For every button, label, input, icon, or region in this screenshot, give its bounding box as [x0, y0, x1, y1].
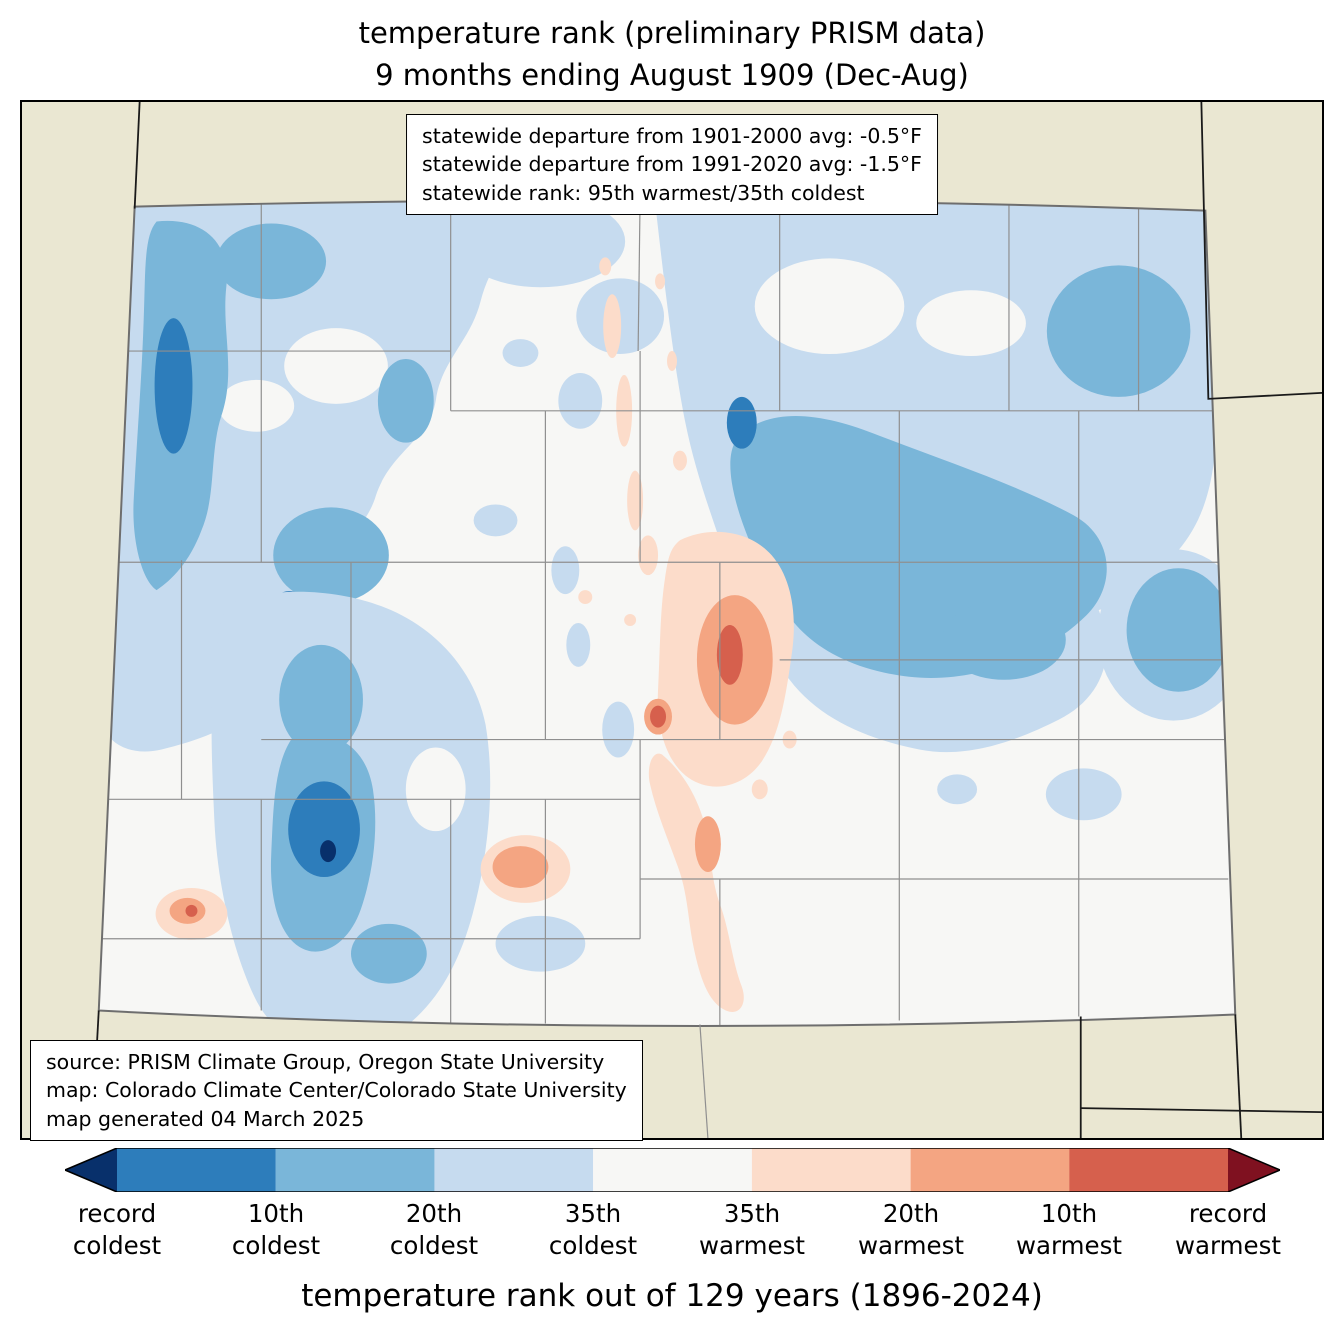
figure-title: temperature rank (preliminary PRISM data… — [0, 12, 1344, 96]
colorbar-label-35th-coldest: 35th coldest — [548, 1199, 638, 1260]
title-line-1: temperature rank (preliminary PRISM data… — [358, 16, 986, 50]
new-mexico-county-line — [699, 1024, 709, 1138]
statewide-stats-box: statewide departure from 1901-2000 avg: … — [406, 114, 938, 215]
source-line-3: map generated 04 March 2025 — [46, 1106, 365, 1131]
source-line-1: source: PRISM Climate Group, Oregon Stat… — [46, 1050, 605, 1074]
county-boundaries — [101, 200, 1229, 1026]
stats-line-2: statewide departure from 1991-2020 avg: … — [422, 152, 922, 177]
colorbar — [65, 1148, 1280, 1192]
source-line-2: map: Colorado Climate Center/Colorado St… — [46, 1078, 627, 1103]
colorbar-label-10th-coldest: 10th coldest — [231, 1199, 321, 1260]
colorbar-segment-20th-coldest — [275, 1148, 435, 1192]
colorbar-segment-10th-warmest — [1069, 1148, 1229, 1192]
colorbar-tick-labels: record coldest 10th coldest 20th coldest… — [65, 1198, 1282, 1272]
colorbar-segment-35th-coldest — [434, 1148, 594, 1192]
colorbar-label-10th-warmest: 10th warmest — [1015, 1199, 1123, 1260]
colorbar-label-record-coldest: record coldest — [72, 1199, 162, 1260]
colorbar-left-arrow — [65, 1148, 117, 1192]
colorado-temperature-rank-map — [22, 102, 1322, 1138]
colorbar-segment-10th-coldest — [117, 1148, 276, 1192]
colorbar-axis-label: temperature rank out of 129 years (1896-… — [301, 1278, 1043, 1314]
colorbar-segment-middle — [593, 1148, 752, 1192]
colorbar-segment-20th-warmest — [910, 1148, 1070, 1192]
stats-line-3: statewide rank: 95th warmest/35th coldes… — [422, 180, 865, 205]
source-attribution-box: source: PRISM Climate Group, Oregon Stat… — [30, 1040, 643, 1141]
colorbar-label-35th-warmest: 35th warmest — [698, 1199, 806, 1260]
colorbar-label-20th-coldest: 20th coldest — [389, 1199, 479, 1260]
colorbar-right-arrow — [1228, 1148, 1280, 1192]
map-frame: statewide departure from 1901-2000 avg: … — [20, 100, 1324, 1141]
stats-line-1: statewide departure from 1901-2000 avg: … — [422, 124, 922, 148]
title-line-2: 9 months ending August 1909 (Dec-Aug) — [375, 58, 969, 93]
colorbar-segment-35th-warmest — [751, 1148, 911, 1192]
map-data-blobs — [111, 200, 1236, 1026]
colorbar-label-record-warmest: record warmest — [1174, 1199, 1282, 1260]
colorbar-label-20th-warmest: 20th warmest — [857, 1199, 965, 1260]
